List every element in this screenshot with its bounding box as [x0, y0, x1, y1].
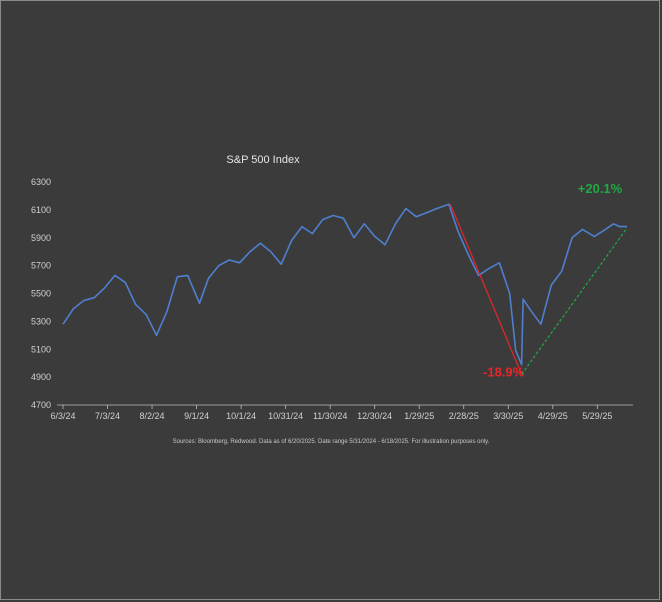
x-tick-label: 7/3/24 [95, 411, 120, 421]
x-tick-label: 6/3/24 [50, 411, 75, 421]
y-tick-label: 5300 [31, 316, 51, 326]
recovery-trend-line [521, 227, 628, 375]
x-tick-label: 8/2/24 [140, 411, 165, 421]
y-axis-ticks: 4700 4900 5100 5300 5500 5700 5900 6100 6300 [31, 177, 51, 410]
x-tick-label: 10/31/24 [268, 411, 303, 421]
x-tick-label: 3/30/25 [493, 411, 523, 421]
x-tick-label: 5/29/25 [582, 411, 612, 421]
y-tick-label: 5500 [31, 289, 51, 299]
x-tick-label: 1/29/25 [404, 411, 434, 421]
series-layer [62, 203, 627, 366]
sp500-series-line [62, 203, 627, 366]
recovery-label: +20.1% [578, 181, 623, 196]
x-tick-label: 9/1/24 [184, 411, 209, 421]
annotation-layer: -18.9% +20.1% [449, 181, 628, 379]
y-tick-label: 4900 [31, 372, 51, 382]
y-tick-label: 5100 [31, 344, 51, 354]
drawdown-trend-line [449, 204, 523, 375]
y-tick-label: 6300 [31, 177, 51, 187]
y-tick-label: 5900 [31, 233, 51, 243]
x-tick-label: 2/28/25 [449, 411, 479, 421]
source-footnote: Sources: Bloomberg, Redwood. Data as of … [173, 439, 490, 445]
x-axis-ticks: 6/3/24 7/3/24 8/2/24 9/1/24 10/1/24 10/31/24 1… [50, 405, 612, 421]
x-tick-label: 11/30/24 [313, 411, 347, 421]
drawdown-label: -18.9% [483, 364, 525, 379]
x-tick-label: 10/1/24 [226, 411, 256, 421]
y-tick-label: 4700 [31, 400, 51, 410]
y-tick-label: 6100 [31, 205, 51, 215]
y-tick-label: 5700 [31, 261, 51, 271]
x-tick-label: 4/29/25 [538, 411, 568, 421]
x-tick-label: 12/30/24 [357, 411, 392, 421]
chart-title: S&P 500 Index [226, 154, 300, 166]
